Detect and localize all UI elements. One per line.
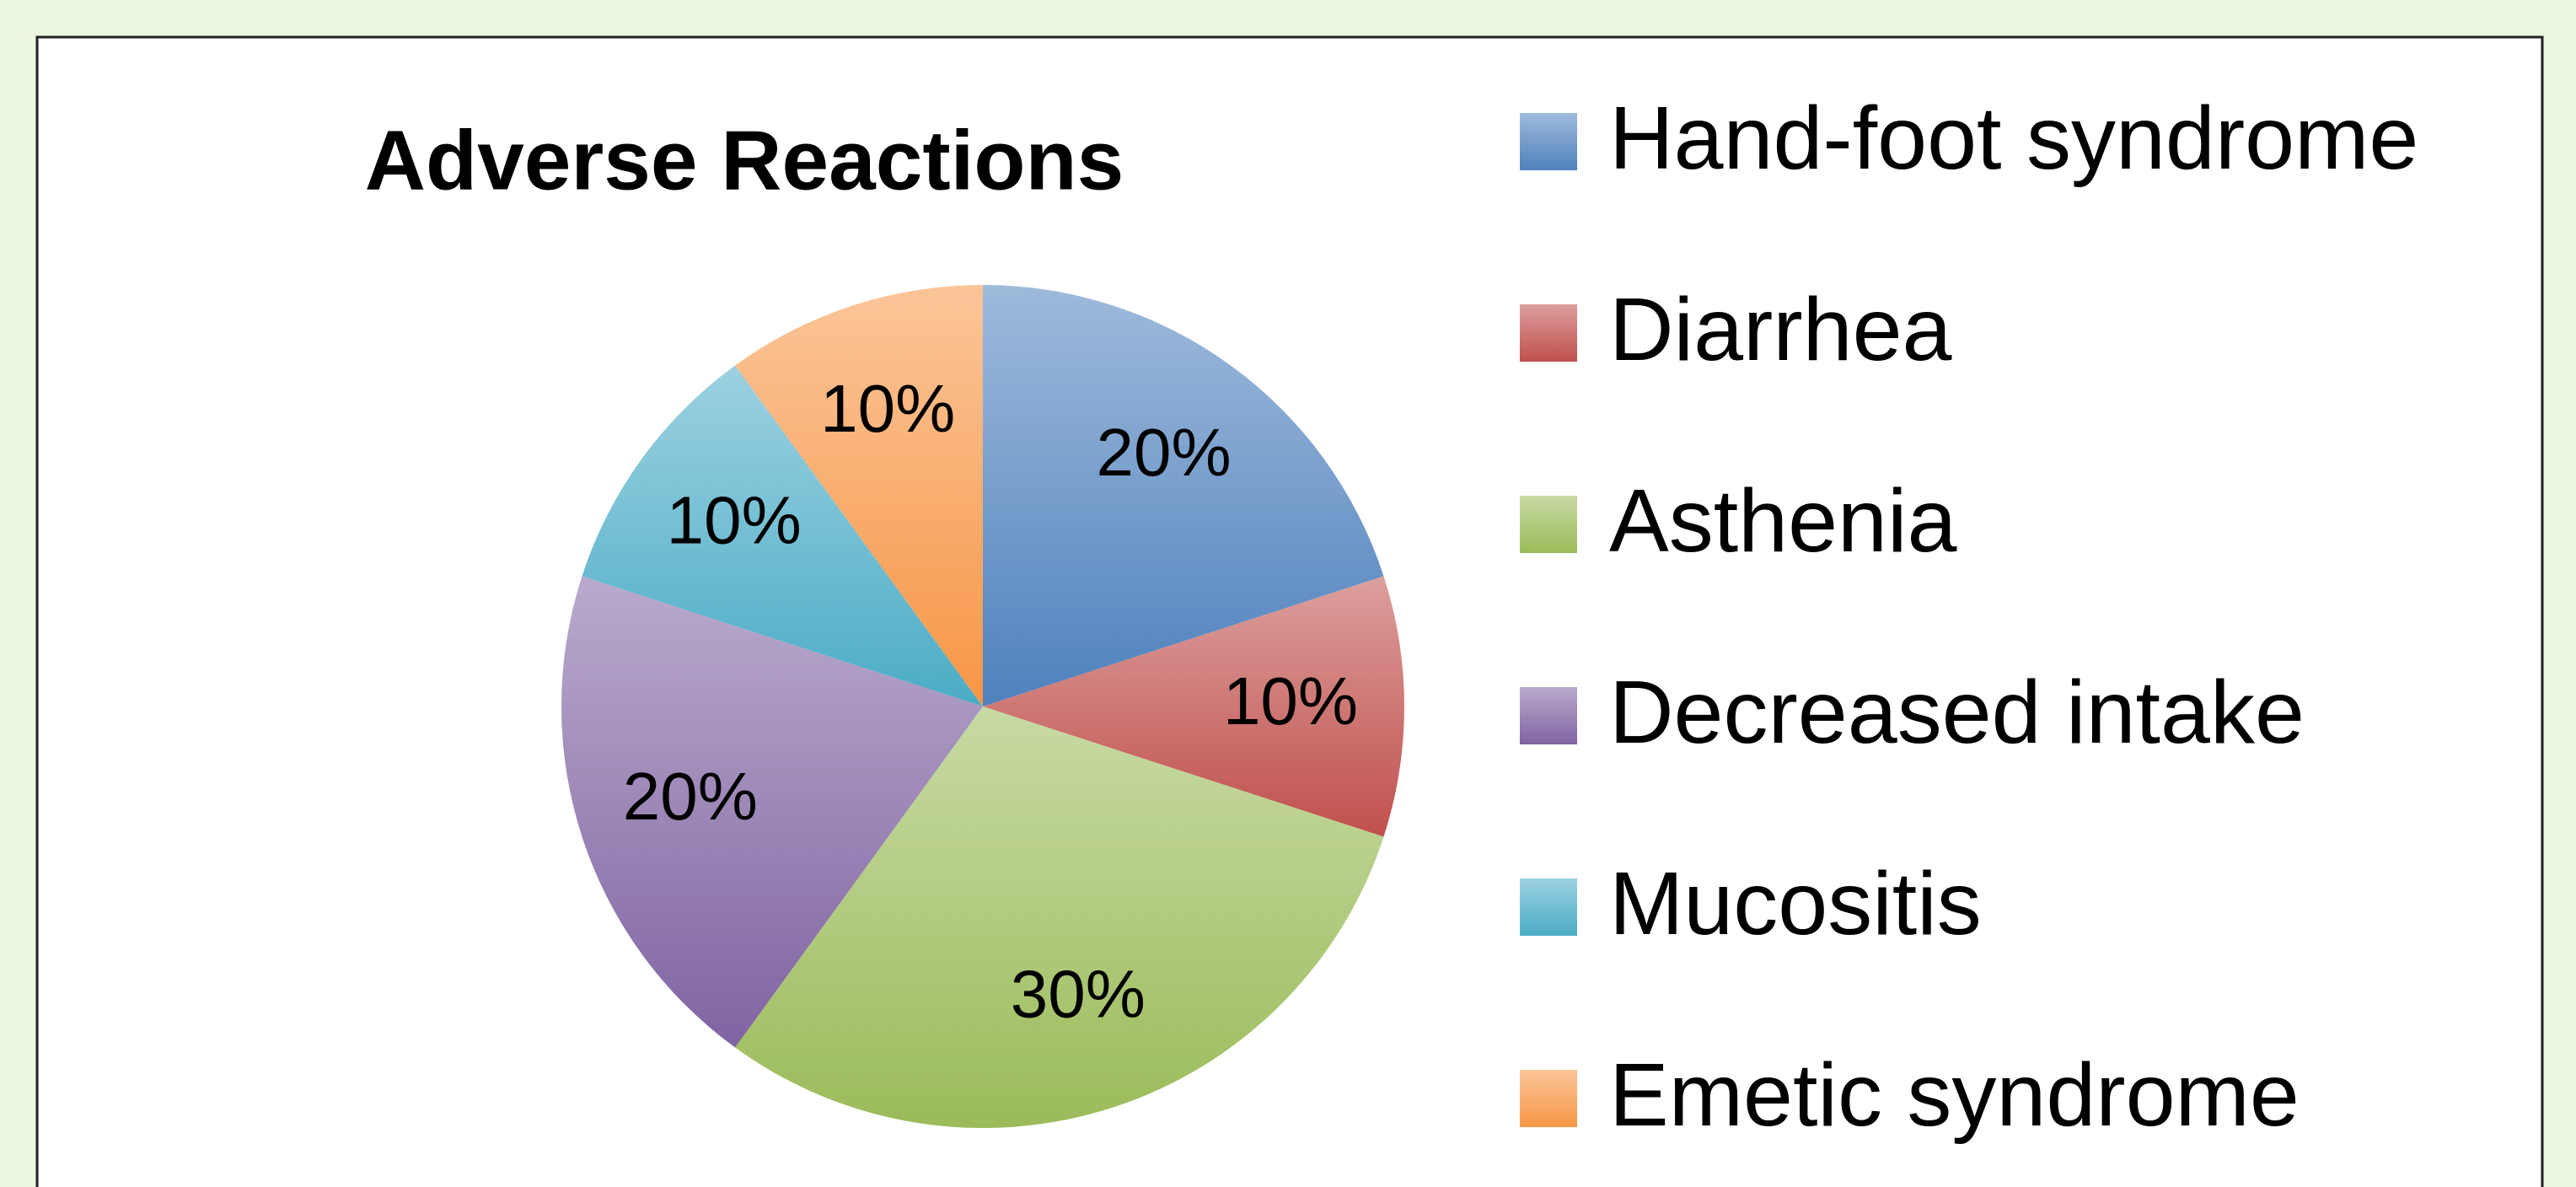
pie-slice [983, 285, 1384, 706]
pie-slice [983, 576, 1404, 837]
legend-swatch [1520, 304, 1577, 362]
legend-swatch [1520, 687, 1577, 744]
chart-title: Adverse Reactions [365, 113, 1124, 207]
legend-swatch [1520, 113, 1577, 170]
pie-slice [582, 365, 983, 706]
data-label: 20% [1096, 415, 1231, 490]
legend-label: Diarrhea [1609, 280, 1952, 379]
legend-label: Hand-foot syndrome [1609, 89, 2418, 188]
legend-label: Asthenia [1609, 471, 1957, 571]
legend-label: Emetic syndrome [1609, 1045, 2300, 1145]
pie-slice [735, 706, 1384, 1128]
data-label: 10% [1223, 663, 1358, 739]
legend-swatch [1520, 1070, 1577, 1127]
data-label: 30% [1011, 956, 1146, 1031]
pie-slice [561, 576, 983, 1048]
legend-swatch [1520, 496, 1577, 553]
data-label: 20% [623, 759, 758, 834]
legend-label: Mucositis [1609, 854, 1982, 953]
pie-slice [735, 285, 983, 706]
data-label: 10% [667, 483, 802, 558]
legend-swatch [1520, 878, 1577, 936]
legend-label: Decreased intake [1609, 663, 2305, 762]
data-label: 10% [820, 371, 955, 446]
